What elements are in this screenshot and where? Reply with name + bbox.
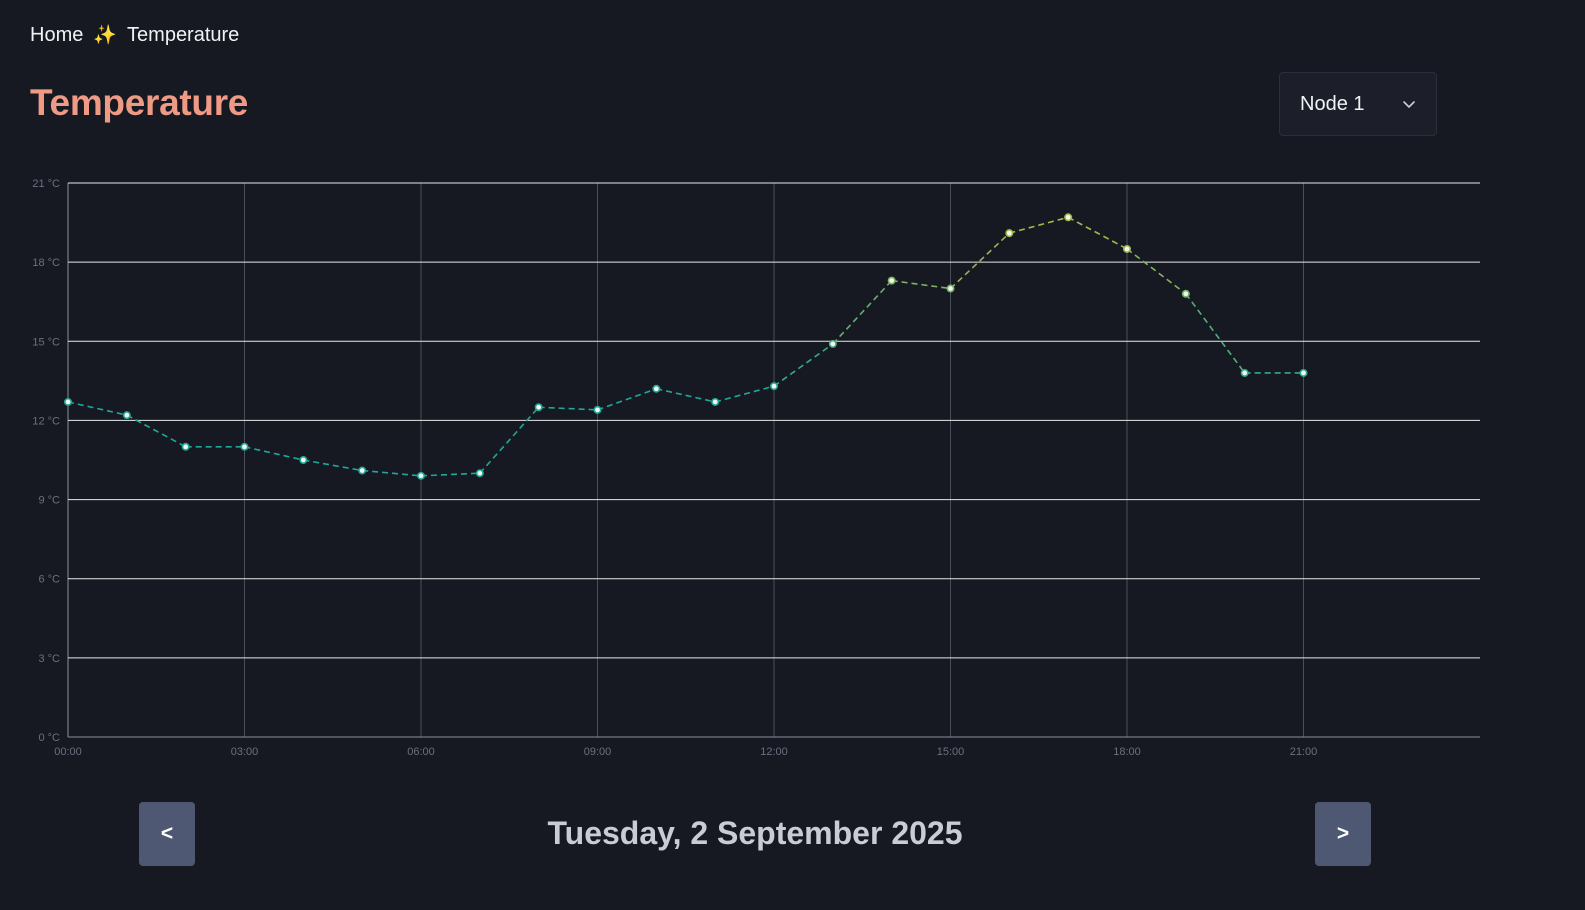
x-tick-label: 00:00 [54,746,82,758]
data-point [534,403,543,412]
y-tick-label: 21 °C [32,178,60,190]
y-tick-label: 12 °C [32,415,60,427]
date-label: Tuesday, 2 September 2025 [547,815,963,851]
data-point [652,384,661,393]
y-tick-label: 6 °C [38,574,60,586]
line-segment [244,446,304,461]
y-tick-label: 15 °C [32,336,60,348]
y-axis-ticks: 0 °C 3 °C 6 °C 9 °C 12 °C 15 °C 18 °C 21 °C [32,178,60,744]
sparkles-icon: ✨ [93,25,118,46]
line-segment [656,387,716,403]
node-select-value: Node 1 [1300,92,1365,115]
x-tick-label: 03:00 [231,746,259,758]
data-point [240,442,249,451]
data-point [1240,368,1249,377]
line-segment [538,406,598,411]
data-point [946,284,955,293]
horizontal-grid [68,182,1480,738]
data-point [181,442,190,451]
line-segment [1067,216,1128,250]
previous-day-button[interactable]: < [139,802,195,866]
x-tick-label: 06:00 [407,746,435,758]
node-select[interactable]: Node 1 [1279,72,1437,136]
temperature-line [67,216,1304,477]
y-tick-label: 3 °C [38,653,60,665]
data-point [122,411,131,420]
x-axis-ticks: 00:00 03:00 06:00 09:00 12:00 15:00 18:00 21:00 [54,746,1317,758]
x-tick-label: 21:00 [1290,746,1318,758]
line-segment [832,280,893,345]
data-point [358,466,367,475]
breadcrumb: Home ✨ Temperature [30,23,239,47]
data-point [887,276,896,285]
temperature-chart: 0 °C 3 °C 6 °C 9 °C 12 °C 15 °C 18 °C 21 °C 00:… [32,178,1480,758]
breadcrumb-current: Temperature [127,23,240,46]
temperature-points [64,213,1308,480]
x-tick-label: 12:00 [760,746,788,758]
line-segment [126,414,187,448]
data-point [828,339,837,348]
line-segment [714,385,775,403]
breadcrumb-home-link[interactable]: Home [30,23,84,46]
line-segment [773,343,834,387]
line-segment [67,401,128,416]
data-point [1299,368,1308,377]
line-segment [597,388,657,411]
line-segment [1009,216,1069,234]
page-title: Temperature [30,82,249,123]
x-tick-label: 18:00 [1113,746,1141,758]
y-tick-label: 0 °C [38,732,60,744]
vertical-grid [67,183,1304,737]
line-segment [891,279,951,290]
chevron-down-icon [1403,101,1415,108]
x-tick-label: 15:00 [937,746,965,758]
data-point [1064,213,1073,222]
line-segment [362,469,422,477]
data-point [711,397,720,406]
line-segment [420,472,480,477]
data-point [769,382,778,391]
data-point [64,397,73,406]
data-point [593,405,602,414]
line-segment [479,406,540,474]
data-point [416,471,425,480]
data-point [475,469,484,478]
data-point [1123,244,1132,253]
x-tick-label: 09:00 [584,746,612,758]
y-tick-label: 18 °C [32,257,60,269]
line-segment [1185,293,1246,374]
y-tick-label: 9 °C [38,495,60,507]
data-point [1181,289,1190,298]
next-day-button[interactable]: > [1315,802,1371,866]
line-segment [1126,248,1187,295]
data-point [1005,229,1014,238]
line-segment [303,459,363,472]
line-segment [949,232,1010,290]
data-point [299,455,308,464]
